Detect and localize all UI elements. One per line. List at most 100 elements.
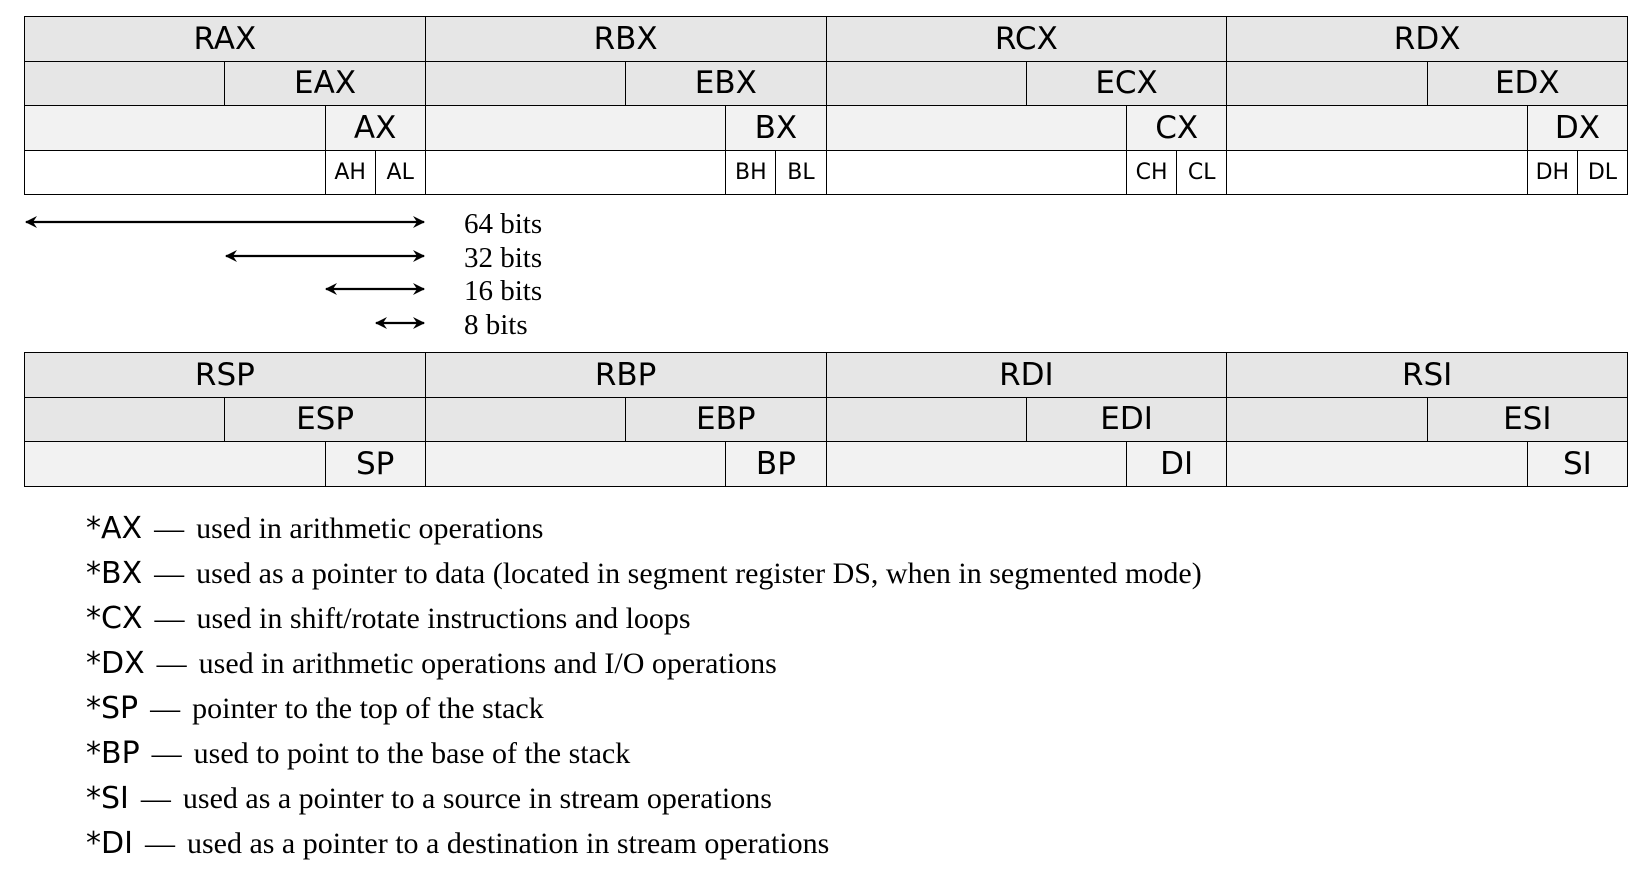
register-di: DI [1127, 442, 1228, 487]
upper-48-bits-cell [25, 106, 326, 151]
register-rbp: RBP [425, 353, 827, 398]
note-si: *SI — used as a pointer to a source in str… [86, 776, 1202, 821]
register-block-rcx: RCX [826, 17, 1228, 62]
register-ecx: ECX [1026, 61, 1228, 106]
register-bh: BH [726, 150, 777, 195]
register-block-bx: BX [425, 106, 827, 151]
register-block-rdx: RDX [1227, 17, 1628, 62]
note-description: used in arithmetic operations [196, 511, 544, 545]
register-cl: CL [1177, 150, 1228, 195]
register-rdi: RDI [826, 353, 1228, 398]
upper-32-bits-cell [425, 397, 627, 442]
register-block-di: DI [826, 442, 1228, 487]
register-eax: EAX [225, 61, 426, 106]
register-rsi: RSI [1227, 353, 1628, 398]
register-block-esi: ESI [1227, 397, 1628, 442]
note-description: pointer to the top of the stack [192, 691, 544, 725]
row-64-bit: RAX RBX RCX RDX [25, 17, 1628, 62]
label-32-bits: 32 bits [464, 242, 543, 274]
note-register: *DX [86, 646, 145, 681]
register-block-rbx: RBX [425, 17, 827, 62]
register-ebp: EBP [626, 397, 827, 442]
note-description: used as a pointer to a source in stream … [182, 781, 772, 815]
register-block-ecx: ECX [826, 61, 1228, 106]
register-dx: DX [1527, 106, 1628, 151]
register-block-eax: EAX [25, 61, 426, 106]
row-8-bit: AH AL BH BL CH CL DH DL [25, 150, 1628, 195]
note-ax: *AX — used in arithmetic operations [86, 506, 1202, 551]
register-block-cx: CX [826, 106, 1228, 151]
register-sp: SP [325, 442, 426, 487]
register-rsp: RSP [25, 353, 426, 398]
register-cx: CX [1127, 106, 1228, 151]
note-register: *SP [86, 691, 139, 726]
note-dash: — [150, 691, 181, 725]
pointer-registers-diagram: RSP RBP RDI RSI ESP EBP EDI ESI [24, 352, 1628, 487]
register-rax: RAX [25, 17, 426, 62]
upper-48-bits-cell [425, 150, 727, 195]
upper-32-bits-cell [826, 397, 1027, 442]
register-esi: ESI [1427, 397, 1628, 442]
note-register: *DI [86, 826, 133, 861]
note-register: *CX [86, 601, 143, 636]
note-description: used to point to the base of the stack [193, 736, 631, 770]
upper-48-bits-cell [425, 106, 727, 151]
register-notes-list: *AX — used in arithmetic operations *BX — us… [86, 506, 1202, 866]
note-register: *AX [86, 511, 143, 546]
register-ebx: EBX [626, 61, 827, 106]
label-16-bits: 16 bits [464, 275, 543, 307]
row-16-bit: SP BP DI SI [25, 442, 1628, 487]
register-block-rax: RAX [25, 17, 426, 62]
register-block-rbp: RBP [425, 353, 827, 398]
note-dash: — [144, 826, 175, 860]
register-esp: ESP [225, 397, 426, 442]
general-registers-diagram: RAX RBX RCX RDX EAX EBX ECX EDX [24, 16, 1628, 195]
register-edx: EDX [1427, 61, 1628, 106]
label-8-bits: 8 bits [464, 309, 528, 341]
note-di: *DI — used as a pointer to a destination i… [86, 821, 1202, 866]
note-cx: *CX — used in shift/rotate instructions an… [86, 596, 1202, 641]
register-block-esp: ESP [25, 397, 426, 442]
upper-32-bits-cell [1227, 397, 1428, 442]
upper-48-bits-cell [826, 106, 1128, 151]
register-ah: AH [325, 150, 376, 195]
register-block-rdi: RDI [826, 353, 1228, 398]
note-bp: *BP — used to point to the base of the sta… [86, 731, 1202, 776]
upper-48-bits-cell [1227, 442, 1528, 487]
upper-48-bits-cell [826, 150, 1128, 195]
register-block-rsp: RSP [25, 353, 426, 398]
upper-32-bits-cell [1227, 61, 1428, 106]
note-dash: — [140, 781, 171, 815]
register-rbx: RBX [425, 17, 827, 62]
register-block-dh-dl: DH DL [1227, 150, 1628, 195]
register-bl: BL [776, 150, 827, 195]
upper-48-bits-cell [1227, 106, 1528, 151]
register-ax: AX [325, 106, 426, 151]
note-register: *BX [86, 556, 143, 591]
register-bx: BX [726, 106, 827, 151]
note-bx: *BX — used as a pointer to data (located i… [86, 551, 1202, 596]
register-dh: DH [1527, 150, 1578, 195]
note-dash: — [151, 736, 182, 770]
register-dl: DL [1577, 150, 1628, 195]
note-dx: *DX — used in arithmetic operations and I/… [86, 641, 1202, 686]
upper-32-bits-cell [25, 397, 226, 442]
upper-48-bits-cell [25, 150, 326, 195]
register-block-ch-cl: CH CL [826, 150, 1228, 195]
row-32-bit: EAX EBX ECX EDX [25, 61, 1628, 106]
register-edi: EDI [1026, 397, 1228, 442]
register-si: SI [1527, 442, 1628, 487]
register-block-si: SI [1227, 442, 1628, 487]
register-rdx: RDX [1227, 17, 1628, 62]
note-dash: — [154, 601, 185, 635]
register-block-ebx: EBX [425, 61, 827, 106]
note-description: used as a pointer to data (located in se… [196, 556, 1202, 590]
note-dash: — [154, 511, 185, 545]
note-description: used in shift/rotate instructions and lo… [196, 601, 691, 635]
register-block-rsi: RSI [1227, 353, 1628, 398]
register-block-ah-al: AH AL [25, 150, 426, 195]
register-ch: CH [1127, 150, 1178, 195]
register-block-ebp: EBP [425, 397, 827, 442]
upper-48-bits-cell [25, 442, 326, 487]
row-64-bit: RSP RBP RDI RSI [25, 353, 1628, 398]
